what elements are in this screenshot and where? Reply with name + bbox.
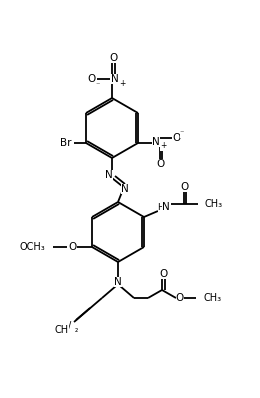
Text: N: N [121,184,129,194]
Text: O: O [68,242,76,252]
Text: O: O [159,269,167,279]
Text: CH₃: CH₃ [203,293,221,303]
Text: ⁻: ⁻ [96,80,100,90]
Text: ⁻: ⁻ [180,129,184,137]
Text: O: O [176,293,184,303]
Text: Br: Br [60,138,72,148]
Text: +: + [160,142,166,150]
Text: OCH₃: OCH₃ [19,242,45,252]
Text: N: N [114,277,122,287]
Text: N: N [162,202,170,212]
Text: N: N [111,74,119,84]
Text: CH: CH [55,325,69,335]
Text: O: O [109,53,117,63]
Text: /: / [68,321,72,331]
Text: +: + [119,78,125,88]
Text: ₂: ₂ [74,326,78,334]
Text: O: O [173,133,181,143]
Text: CH₃: CH₃ [205,199,223,209]
Text: O: O [157,159,165,169]
Text: H: H [158,203,164,211]
Text: N: N [152,137,160,147]
Text: O: O [88,74,96,84]
Text: N: N [105,170,113,180]
Text: O: O [181,182,189,192]
